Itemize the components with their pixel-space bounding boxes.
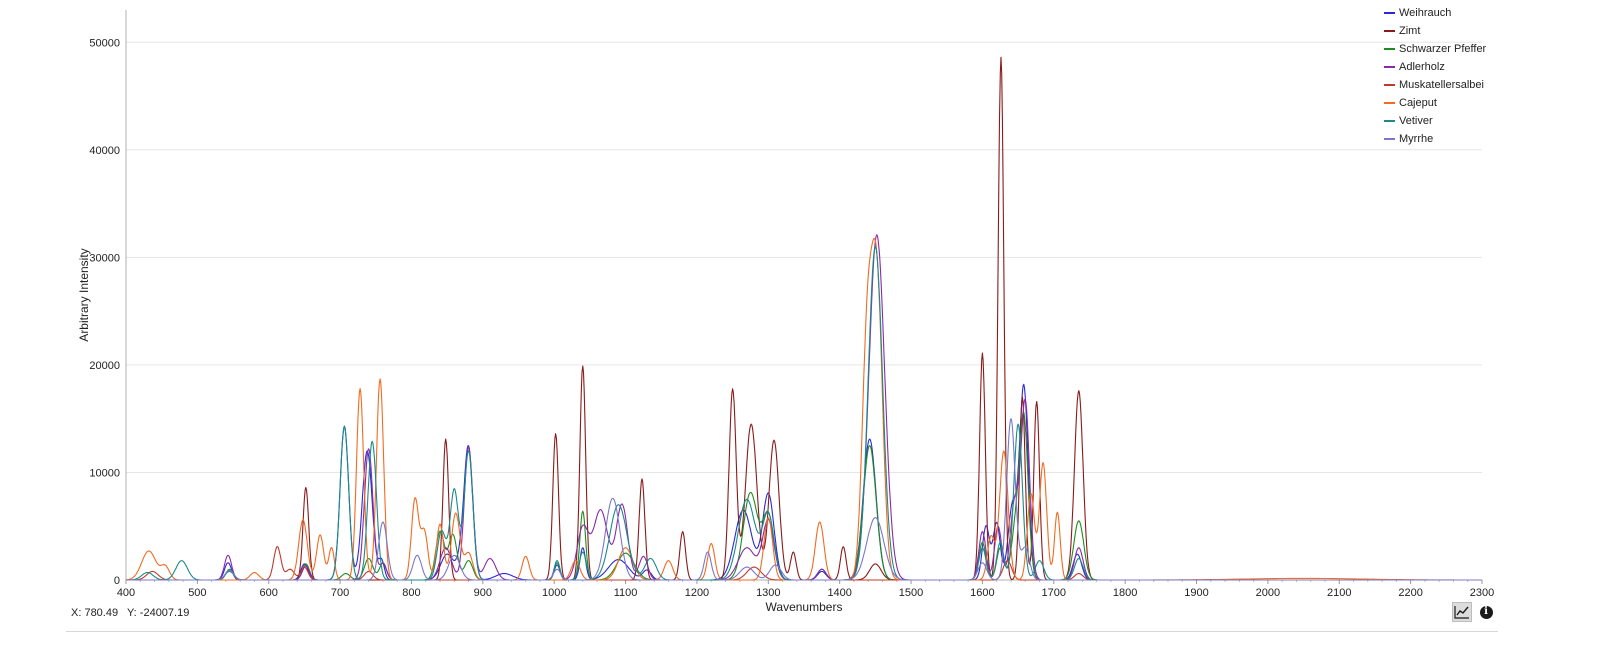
legend-swatch <box>1384 12 1395 14</box>
axes: 0 10000 20000 30000 40000 50000 400 500 600 700 80… <box>89 10 1494 599</box>
x-tick-label: 1200 <box>685 587 709 599</box>
legend-item[interactable]: Vetiver <box>1384 112 1486 130</box>
legend-swatch <box>1384 84 1395 86</box>
legend-item[interactable]: Myrrhe <box>1384 130 1486 148</box>
y-tick-label: 50000 <box>89 37 120 49</box>
x-tick-label: 1800 <box>1113 587 1137 599</box>
grid-lines <box>126 41 1482 581</box>
x-tick-label: 2000 <box>1256 587 1280 599</box>
x-tick-label: 1300 <box>756 587 780 599</box>
legend-label: Adlerholz <box>1399 61 1445 73</box>
x-tick-label: 400 <box>117 587 135 599</box>
status-divider <box>66 631 1498 632</box>
legend-item[interactable]: Adlerholz <box>1384 58 1486 76</box>
x-tick-label: 500 <box>188 587 206 599</box>
series-line-myrrhe <box>126 418 1482 581</box>
x-tick-label: 2100 <box>1327 587 1351 599</box>
legend-item[interactable]: Zimt <box>1384 22 1486 40</box>
legend-swatch <box>1384 138 1395 140</box>
legend-swatch <box>1384 102 1395 104</box>
x-tick-label: 1400 <box>827 587 851 599</box>
y-tick-label: 30000 <box>89 252 120 264</box>
x-axis-title: Wavenumbers <box>766 600 843 614</box>
series-line-vetiver <box>126 246 1482 581</box>
legend-item[interactable]: Schwarzer Pfeffer <box>1384 40 1486 58</box>
legend-item[interactable]: Cajeput <box>1384 94 1486 112</box>
chart-view-button[interactable] <box>1452 602 1472 622</box>
x-tick-label: 1500 <box>899 587 923 599</box>
series-group <box>126 56 1482 581</box>
series-line-adlerholz <box>126 234 1482 581</box>
y-tick-label: 40000 <box>89 145 120 157</box>
x-tick-label: 2300 <box>1470 587 1494 599</box>
y-tick-label: 10000 <box>89 467 120 479</box>
legend-label: Zimt <box>1399 25 1421 37</box>
readout-y: Y: -24007.19 <box>126 607 190 619</box>
series-line-weihrauch <box>126 383 1482 581</box>
x-tick-label: 2200 <box>1398 587 1422 599</box>
cursor-readout: X: 780.49 Y: -24007.19 <box>71 607 195 619</box>
info-icon: i <box>1479 605 1493 619</box>
legend-swatch <box>1384 30 1395 32</box>
series-line-cajeput <box>126 238 1482 581</box>
y-axis-title: Arbitrary Intensity <box>77 248 91 341</box>
legend-label: Muskatellersalbei <box>1399 79 1484 91</box>
readout-x: X: 780.49 <box>71 607 119 619</box>
x-tick-label: 1600 <box>970 587 994 599</box>
legend-item[interactable]: Muskatellersalbei <box>1384 76 1486 94</box>
legend-swatch <box>1384 66 1395 68</box>
y-tick-label: 0 <box>114 575 120 587</box>
x-tick-label: 600 <box>260 587 278 599</box>
legend-swatch <box>1384 48 1395 50</box>
legend-label: Cajeput <box>1399 97 1437 109</box>
info-button[interactable]: i <box>1476 602 1496 622</box>
legend-label: Weihrauch <box>1399 7 1452 19</box>
x-tick-label: 800 <box>402 587 420 599</box>
x-tick-label: 1900 <box>1184 587 1208 599</box>
series-line-zimt <box>126 56 1482 581</box>
legend-swatch <box>1384 120 1395 122</box>
x-tick-label: 1700 <box>1042 587 1066 599</box>
legend-item[interactable]: Weihrauch <box>1384 4 1486 22</box>
y-tick-label: 20000 <box>89 360 120 372</box>
legend-label: Schwarzer Pfeffer <box>1399 43 1487 55</box>
legend-label: Myrrhe <box>1399 133 1434 145</box>
legend: Weihrauch Zimt Schwarzer Pfeffer Adlerholz M… <box>1384 4 1486 148</box>
legend-label: Vetiver <box>1399 115 1433 127</box>
line-chart-icon <box>1454 606 1469 619</box>
x-tick-label: 1100 <box>614 587 638 599</box>
x-tick-label: 900 <box>474 587 492 599</box>
x-tick-label: 1000 <box>542 587 566 599</box>
x-tick-label: 700 <box>331 587 349 599</box>
